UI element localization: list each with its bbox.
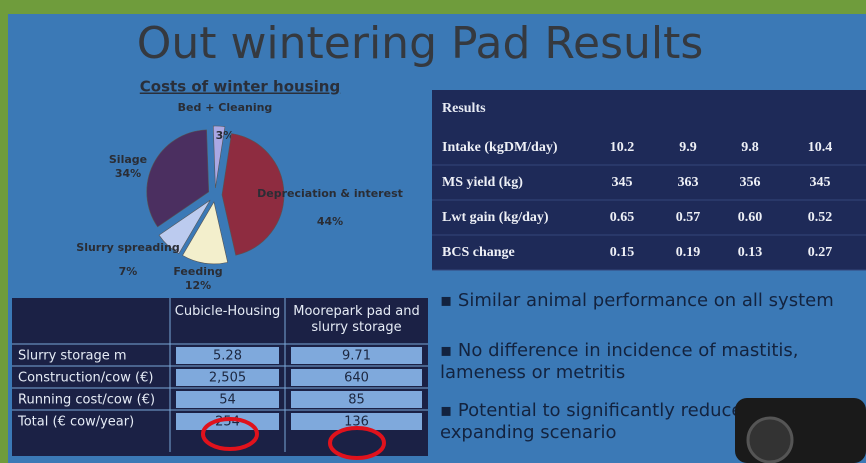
results-row-label: Lwt gain (kg/day) bbox=[442, 210, 549, 225]
slice-label: Bed + Cleaning bbox=[178, 101, 273, 114]
results-cell: 356 bbox=[740, 175, 761, 190]
slice-label: Slurry spreading bbox=[76, 241, 179, 254]
slice-value: 12% bbox=[185, 279, 211, 292]
bullet-box: ▪ Similar animal performance on all syst… bbox=[440, 290, 860, 342]
cost-cell: 640 bbox=[344, 371, 369, 386]
cost-row-label: Construction/cow (€) bbox=[18, 371, 153, 386]
results-cell: 0.15 bbox=[610, 245, 635, 260]
slice-value: 44% bbox=[317, 215, 343, 228]
results-cell: 0.65 bbox=[610, 210, 635, 225]
results-row-label: BCS change bbox=[442, 245, 515, 260]
column-header-box: Cubicle-Housing bbox=[174, 304, 281, 344]
results-cell: 0.27 bbox=[808, 245, 833, 260]
cost-row-label: Running cost/cow (€) bbox=[18, 393, 155, 408]
results-row-label: Intake (kgDM/day) bbox=[442, 140, 558, 155]
slice-label: Depreciation & interest bbox=[257, 187, 403, 200]
bullet-box: ▪ No difference in incidence of mastitis… bbox=[440, 340, 860, 392]
results-cell: 0.52 bbox=[808, 210, 833, 225]
slice-label: Silage bbox=[109, 153, 147, 166]
column-header: Moorepark pad and slurry storage bbox=[289, 304, 424, 336]
bullet-text: Similar animal performance on all system bbox=[458, 290, 834, 311]
pie-title: Costs of winter housing bbox=[140, 78, 340, 96]
bullet-text: No difference in incidence of mastitis, … bbox=[440, 340, 798, 383]
slice-value: 7% bbox=[119, 265, 138, 278]
cost-cell: 2,505 bbox=[209, 371, 246, 386]
bullet: ▪ Similar animal performance on all syst… bbox=[440, 290, 860, 312]
results-cell: 10.4 bbox=[808, 140, 833, 155]
results-cell: 10.2 bbox=[610, 140, 635, 155]
cost-cell: 54 bbox=[219, 393, 236, 408]
column-header-box: Moorepark pad and slurry storage bbox=[289, 304, 424, 344]
cost-cell: 5.28 bbox=[213, 349, 242, 364]
results-cell: 9.8 bbox=[741, 140, 759, 155]
slice-label: Feeding bbox=[173, 265, 222, 278]
results-header: Results bbox=[442, 101, 486, 116]
results-cell: 9.9 bbox=[679, 140, 697, 155]
results-cell: 0.60 bbox=[738, 210, 763, 225]
results-cell: 345 bbox=[612, 175, 633, 190]
bullet: ▪ No difference in incidence of mastitis… bbox=[440, 340, 860, 384]
results-cell: 0.13 bbox=[738, 245, 763, 260]
results-cell: 363 bbox=[678, 175, 699, 190]
cost-cell: 85 bbox=[348, 393, 365, 408]
results-cell: 0.57 bbox=[676, 210, 701, 225]
results-cell: 345 bbox=[810, 175, 831, 190]
cost-row-label: Total (€ cow/year) bbox=[17, 415, 134, 430]
poster-title: Out wintering Pad Results bbox=[137, 18, 704, 69]
cost-row-label: Slurry storage m bbox=[18, 349, 127, 364]
cost-cell: 9.71 bbox=[342, 349, 371, 364]
column-header: Cubicle-Housing bbox=[174, 304, 281, 320]
slice-value: 34% bbox=[115, 167, 141, 180]
poster-photo: Out wintering Pad Results Costs of winte… bbox=[0, 0, 866, 463]
camera-lens bbox=[748, 418, 792, 462]
results-cell: 0.19 bbox=[676, 245, 701, 260]
results-row-label: MS yield (kg) bbox=[442, 175, 523, 190]
